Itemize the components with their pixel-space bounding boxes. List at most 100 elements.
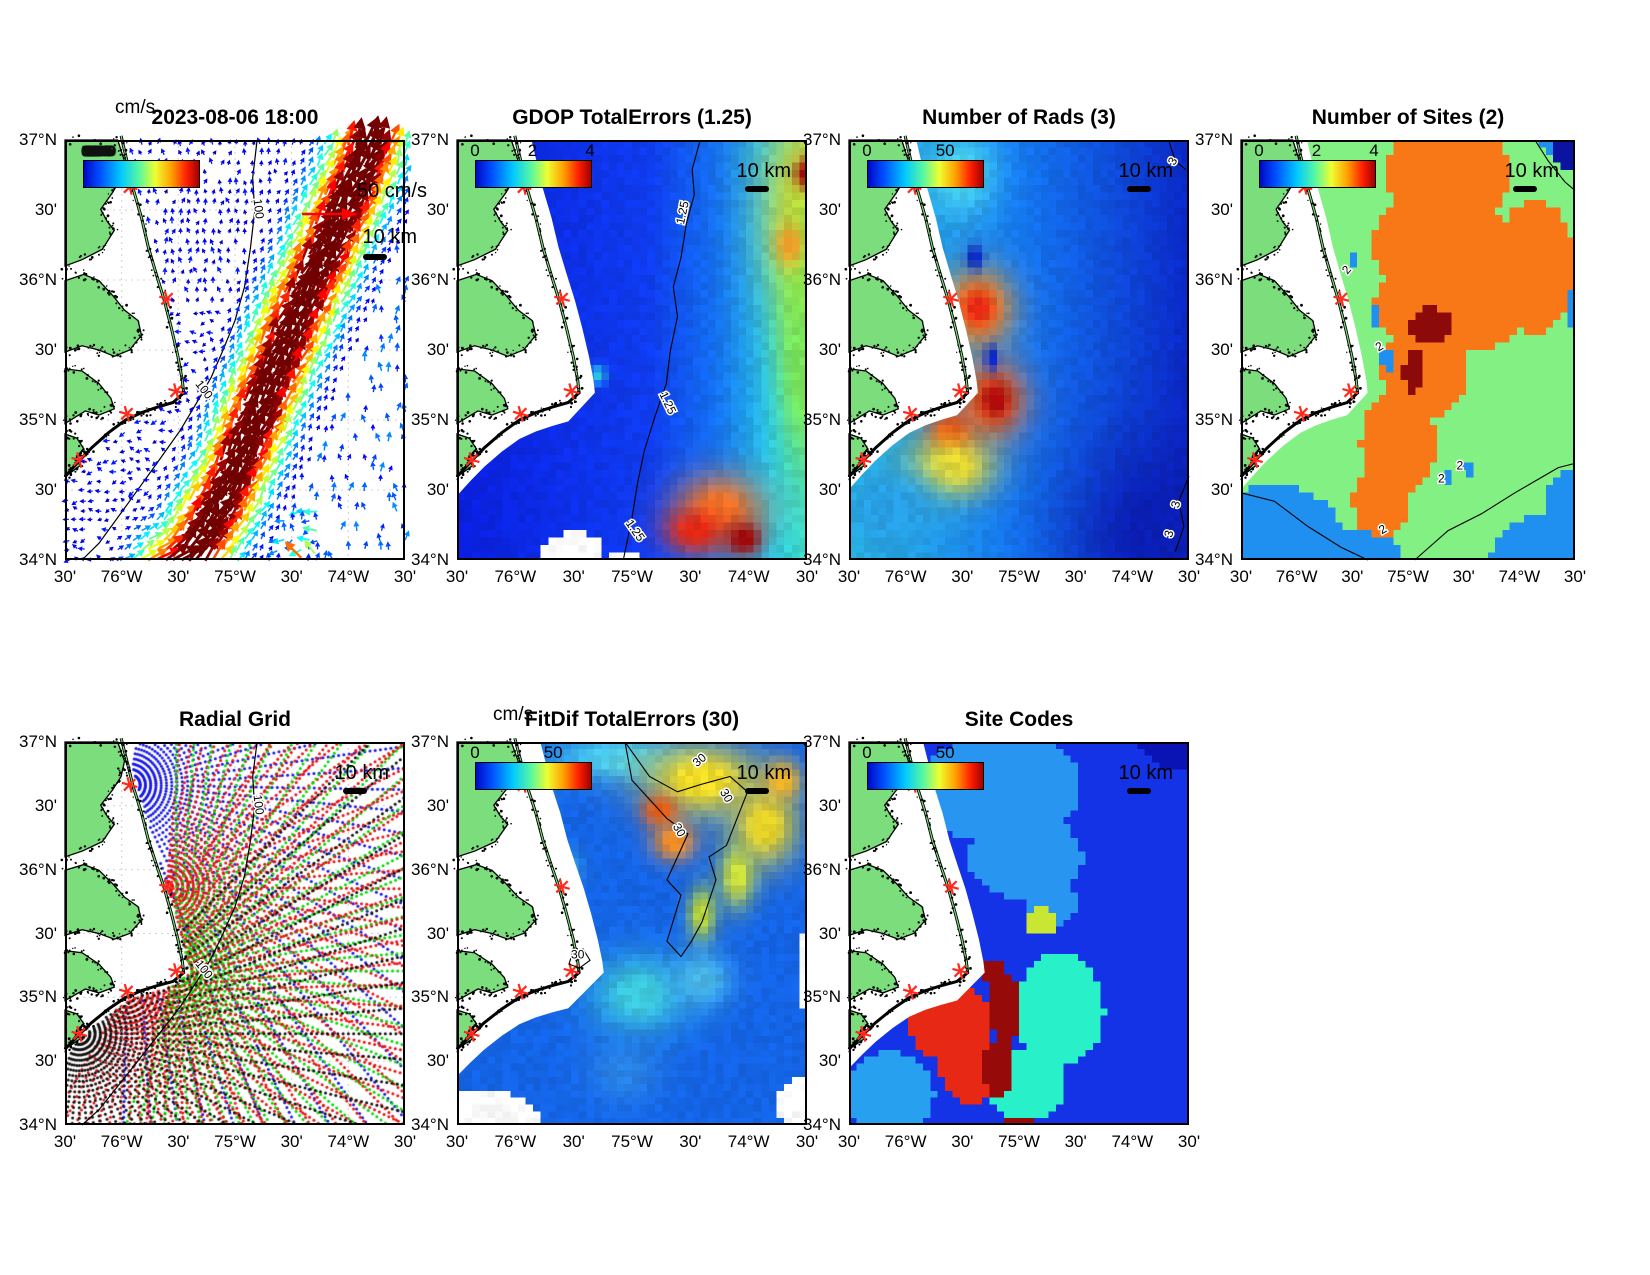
marsh-speckles bbox=[60, 134, 188, 481]
colorbar-p6 bbox=[475, 762, 592, 790]
scalebar-label-p3: 10 km bbox=[1118, 160, 1173, 182]
scalebar-label-p5: 10 km bbox=[334, 762, 389, 784]
y-tick-label: 30' bbox=[818, 340, 841, 359]
land-polygon bbox=[848, 949, 900, 1002]
x-tick-label: 75°W bbox=[998, 1132, 1040, 1151]
y-tick-label: 35°N bbox=[19, 410, 57, 429]
y-tick-label: 36°N bbox=[19, 859, 57, 879]
x-tick-label: 30' bbox=[1064, 567, 1087, 586]
y-tick-label: 37°N bbox=[19, 130, 57, 149]
quiver-key-label: 50 cm/s bbox=[356, 180, 427, 202]
units-label-p6: cm/s bbox=[493, 704, 534, 725]
y-tick-label: 30' bbox=[426, 340, 449, 359]
marsh-speckles bbox=[452, 736, 584, 1053]
contour-label: 2 bbox=[1376, 521, 1389, 537]
x-tick-label: 76°W bbox=[494, 567, 537, 586]
x-tick-label: 30' bbox=[445, 1132, 469, 1151]
colorbar-p4 bbox=[1259, 160, 1376, 188]
contour-label: 100 bbox=[251, 794, 267, 816]
land-polygon bbox=[64, 863, 143, 940]
x-tick-label: 30' bbox=[167, 567, 190, 586]
x-tick-label: 30' bbox=[280, 1132, 303, 1151]
contour-label: 2 bbox=[1339, 262, 1354, 276]
y-tick-label: 30' bbox=[426, 795, 449, 815]
x-tick-label: 30' bbox=[951, 567, 974, 586]
y-tick-label: 30' bbox=[1210, 340, 1233, 359]
marsh-speckles bbox=[1236, 134, 1362, 481]
x-tick-label: 76°W bbox=[884, 567, 927, 586]
x-tick-label: 30' bbox=[167, 1132, 190, 1151]
x-tick-label: 74°W bbox=[727, 1132, 770, 1151]
contour-label: 30 bbox=[717, 786, 736, 805]
y-tick-label: 37°N bbox=[1195, 130, 1233, 149]
axes-frame bbox=[1241, 140, 1575, 560]
axes-frame bbox=[457, 140, 807, 560]
y-tick-label: 36°N bbox=[803, 270, 841, 289]
panel-title-p7: Site Codes bbox=[964, 708, 1074, 731]
x-tick-label: 76°W bbox=[100, 567, 143, 586]
axes-frame bbox=[65, 140, 405, 560]
x-tick-label: 76°W bbox=[1275, 567, 1318, 586]
y-tick-label: 36°N bbox=[1195, 270, 1233, 289]
x-tick-label: 30' bbox=[1341, 567, 1364, 586]
y-tick-label: 30' bbox=[34, 795, 57, 815]
contour-line bbox=[1534, 139, 1576, 191]
colorbar-tick-p2: 2 bbox=[527, 141, 538, 160]
colorbar-tick-p4: 2 bbox=[1311, 141, 1322, 160]
x-tick-label: 30' bbox=[1177, 1132, 1201, 1151]
land-polygon bbox=[1240, 368, 1291, 425]
land-polygon bbox=[456, 273, 537, 358]
contour-label: 30 bbox=[571, 947, 585, 961]
units-label-p1: cm/s bbox=[115, 97, 156, 118]
contour-line bbox=[1174, 475, 1190, 552]
y-tick-label: 30' bbox=[1210, 480, 1233, 499]
colorbar-p3 bbox=[867, 160, 984, 188]
land-polygon bbox=[64, 741, 126, 858]
x-tick-label: 74°W bbox=[1498, 567, 1541, 586]
land-polygon bbox=[64, 368, 116, 425]
y-tick-label: 37°N bbox=[19, 732, 57, 751]
map-overlay-p7 bbox=[842, 734, 1189, 1125]
contour-line bbox=[622, 139, 701, 561]
x-tick-label: 75°W bbox=[611, 1132, 653, 1151]
colorbar-tick-p6: 0 bbox=[470, 743, 480, 762]
contour-label: 100 bbox=[192, 957, 216, 982]
land-polygon bbox=[456, 863, 537, 940]
y-tick-label: 37°N bbox=[803, 732, 841, 751]
marsh-speckles bbox=[452, 134, 584, 481]
colorbar-tick-p4: 0 bbox=[1254, 141, 1264, 160]
x-tick-label: 76°W bbox=[494, 1132, 537, 1151]
y-tick-label: 30' bbox=[818, 200, 841, 219]
map-overlay-p3: 333 bbox=[842, 131, 1190, 560]
contour-label: 30 bbox=[690, 750, 709, 770]
y-tick-label: 30' bbox=[34, 923, 57, 943]
x-tick-label: 30' bbox=[280, 567, 303, 586]
y-tick-label: 30' bbox=[426, 1051, 449, 1071]
y-tick-label: 30' bbox=[34, 200, 57, 219]
y-tick-label: 30' bbox=[818, 923, 841, 943]
y-tick-label: 35°N bbox=[803, 987, 841, 1007]
x-tick-label: 30' bbox=[679, 567, 702, 586]
x-tick-label: 74°W bbox=[327, 567, 370, 586]
y-tick-label: 34°N bbox=[19, 1115, 57, 1134]
land-polygon bbox=[456, 368, 509, 425]
contour-label: 2 bbox=[1438, 471, 1445, 485]
x-tick-label: 30' bbox=[393, 567, 417, 586]
y-tick-label: 37°N bbox=[803, 130, 841, 149]
panel-title-p3: Number of Rads (3) bbox=[922, 106, 1116, 129]
colorbar-tick-p6: 50 bbox=[543, 743, 563, 762]
panel-title-p1: 2023-08-06 18:00 bbox=[151, 106, 319, 129]
scalebar-label-p4: 10 km bbox=[1504, 160, 1559, 182]
colorbar-tick-p3: 50 bbox=[935, 141, 955, 160]
x-tick-label: 30' bbox=[679, 1132, 702, 1151]
x-tick-label: 30' bbox=[562, 1132, 585, 1151]
x-tick-label: 30' bbox=[53, 1132, 77, 1151]
y-tick-label: 37°N bbox=[411, 130, 449, 149]
axes-frame bbox=[65, 742, 405, 1125]
panel-title-p2: GDOP TotalErrors (1.25) bbox=[512, 106, 752, 129]
map-overlay-p2: 1.251.251.25 bbox=[450, 131, 807, 561]
land-polygon bbox=[848, 368, 900, 425]
land-polygon bbox=[64, 273, 143, 358]
